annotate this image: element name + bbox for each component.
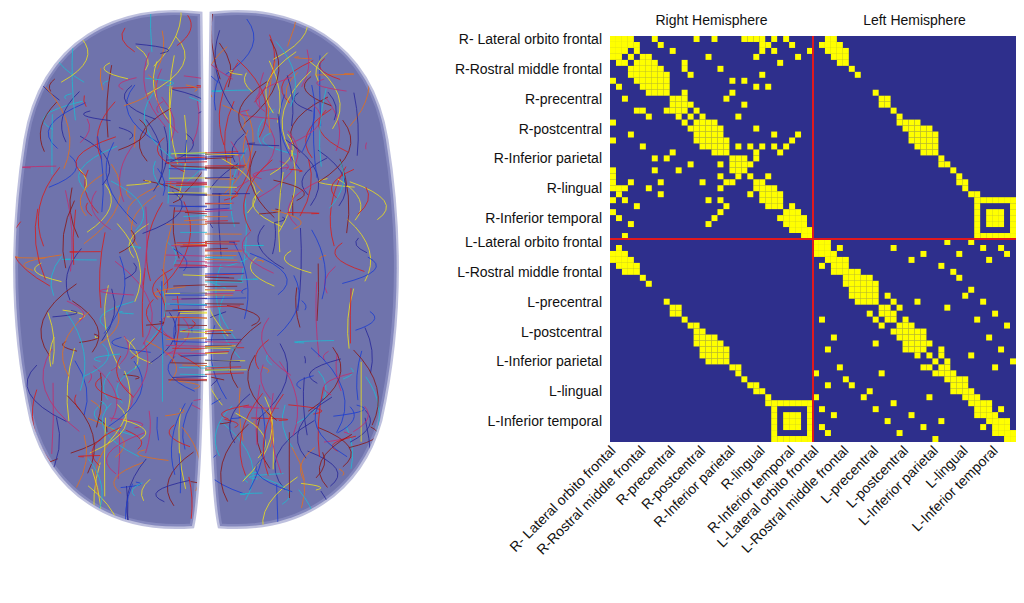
svg-text:R-Inferior temporal: R-Inferior temporal xyxy=(485,210,602,226)
svg-text:Left Hemisphere: Left Hemisphere xyxy=(863,12,966,28)
svg-text:L-precentral: L-precentral xyxy=(527,294,602,310)
svg-text:L-postcentral: L-postcentral xyxy=(521,324,602,340)
svg-text:R-lingual: R-lingual xyxy=(547,180,602,196)
svg-text:L-Inferior parietal: L-Inferior parietal xyxy=(855,442,942,529)
svg-text:R-Inferior parietal: R-Inferior parietal xyxy=(650,442,739,530)
svg-text:Right Hemisphere: Right Hemisphere xyxy=(655,12,767,28)
svg-text:L-Inferior temporal: L-Inferior temporal xyxy=(909,442,1001,534)
svg-text:R-Rostral middle frontal: R-Rostral middle frontal xyxy=(533,442,649,558)
svg-text:R-Inferior parietal: R-Inferior parietal xyxy=(494,150,602,166)
svg-text:L-Rostral middle frontal: L-Rostral middle frontal xyxy=(457,264,602,280)
svg-text:R- Lateral orbito frontal: R- Lateral orbito frontal xyxy=(459,31,602,47)
svg-text:L-lingual: L-lingual xyxy=(549,383,602,399)
svg-text:R- Lateral orbito frontal: R- Lateral orbito frontal xyxy=(506,442,619,555)
svg-text:L-precentral: L-precentral xyxy=(817,442,882,507)
svg-text:R-lingual: R-lingual xyxy=(717,442,768,493)
svg-text:R-postcentral: R-postcentral xyxy=(519,121,602,137)
svg-text:R-precentral: R-precentral xyxy=(525,91,602,107)
svg-text:L-Inferior parietal: L-Inferior parietal xyxy=(496,353,602,369)
svg-text:L-Rostral middle frontal: L-Rostral middle frontal xyxy=(738,442,852,556)
svg-text:R-Rostral middle frontal: R-Rostral middle frontal xyxy=(455,61,602,77)
svg-text:L-Inferior temporal: L-Inferior temporal xyxy=(488,413,602,429)
svg-text:R-precentral: R-precentral xyxy=(612,442,679,509)
svg-text:R-postcentral: R-postcentral xyxy=(638,442,709,513)
svg-text:L-Lateral orbito frontal: L-Lateral orbito frontal xyxy=(713,442,822,551)
svg-text:R-Inferior temporal: R-Inferior temporal xyxy=(704,442,798,537)
svg-text:L-postcentral: L-postcentral xyxy=(842,442,912,511)
svg-text:L-Lateral orbito frontal: L-Lateral orbito frontal xyxy=(465,234,602,250)
svg-text:L-lingual: L-lingual xyxy=(922,442,971,491)
